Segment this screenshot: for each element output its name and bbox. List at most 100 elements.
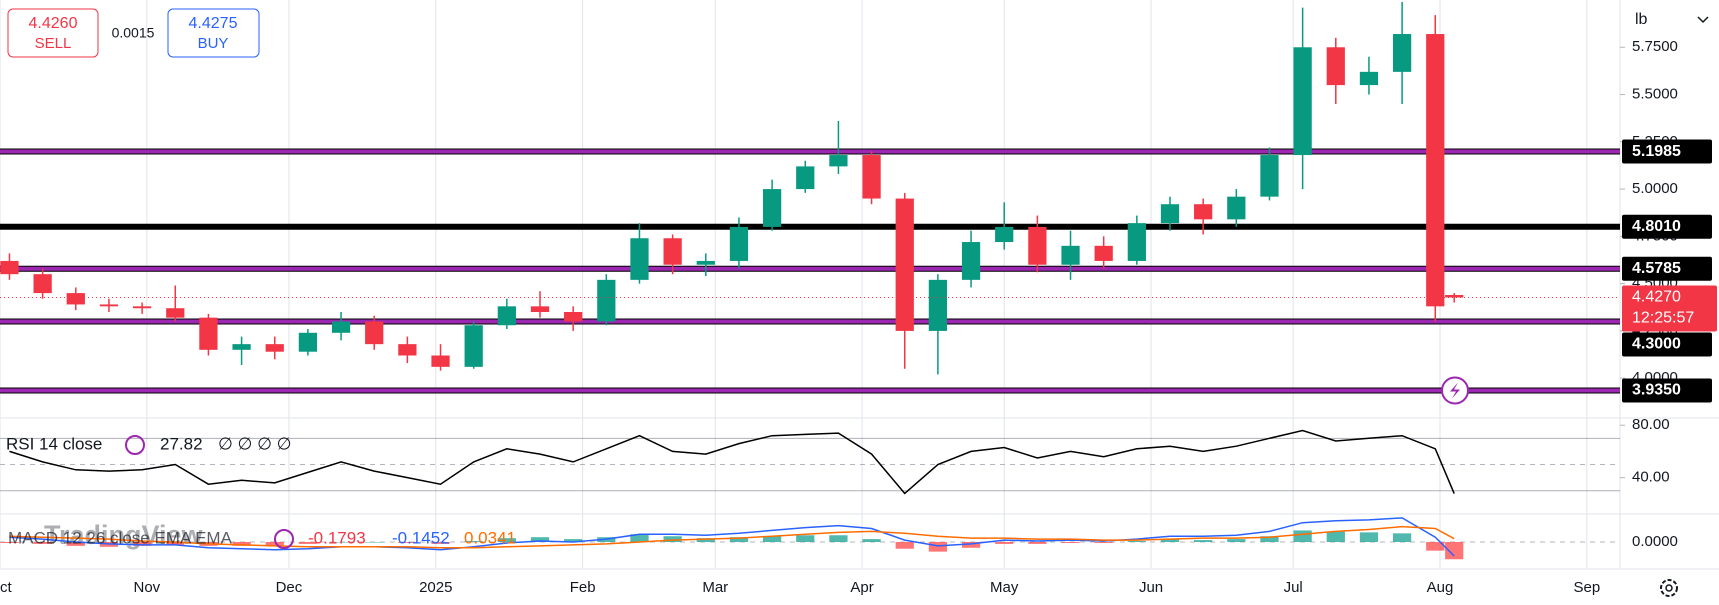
macd-histogram-bar xyxy=(33,542,52,544)
sell-label[interactable]: SELL xyxy=(35,35,72,52)
macd-histogram-bar xyxy=(829,535,848,542)
candle-body xyxy=(663,238,682,265)
legend-icon[interactable] xyxy=(125,435,145,455)
candle-body xyxy=(1392,34,1412,72)
x-tick-label: Jul xyxy=(1284,579,1303,596)
candle-body xyxy=(1260,155,1279,197)
settings-icon[interactable] xyxy=(1660,579,1678,597)
buy-price[interactable]: 4.4275 xyxy=(189,15,238,32)
level-label-box xyxy=(1622,256,1712,281)
alert-icon-bolt xyxy=(1450,382,1460,399)
macd-histogram-bar xyxy=(1392,533,1412,542)
level-label: 4.3000 xyxy=(1632,336,1681,353)
macd-histogram-bar xyxy=(663,536,682,542)
candle-body xyxy=(597,279,616,322)
candle-body xyxy=(331,321,351,333)
level-label: 4.8010 xyxy=(1632,218,1681,235)
legend-icon[interactable] xyxy=(274,529,294,549)
macd-histogram-bar xyxy=(1260,536,1279,542)
x-tick-label: Aug xyxy=(1427,579,1454,596)
macd-histogram-bar xyxy=(132,542,152,546)
candle-body xyxy=(1094,245,1113,261)
macd-histogram-bar xyxy=(630,534,649,542)
candle-body xyxy=(961,242,981,280)
unit-chevron xyxy=(1697,16,1709,24)
candle-body xyxy=(895,198,914,331)
candle-body xyxy=(762,189,782,227)
countdown-label: 12:25:57 xyxy=(1632,310,1694,327)
candle-body xyxy=(1194,204,1213,220)
candle-body xyxy=(696,260,715,265)
macd-histogram-bar xyxy=(895,542,914,549)
candle-body xyxy=(132,306,152,309)
macd-histogram-bar xyxy=(928,542,948,552)
macd-histogram-bar xyxy=(66,542,85,546)
macd-histogram-bar xyxy=(995,542,1014,544)
x-tick-label: Jun xyxy=(1139,579,1163,596)
sell-button[interactable] xyxy=(7,8,99,58)
macd-histogram-bar xyxy=(1445,542,1464,560)
candle-body xyxy=(464,325,483,367)
candle-body xyxy=(829,155,848,167)
macd-histogram-bar xyxy=(1061,542,1080,543)
buy-label[interactable]: BUY xyxy=(198,35,229,52)
buy-button[interactable] xyxy=(167,8,260,58)
y-tick-label: 40.00 xyxy=(1632,469,1670,486)
rsi-legend-name: RSI 14 close xyxy=(6,434,102,453)
y-tick-label: 0.0000 xyxy=(1632,533,1678,550)
rsi-legend-extra: ∅ ∅ ∅ ∅ xyxy=(218,434,291,453)
candle-body xyxy=(1160,204,1180,224)
level-label: 4.5785 xyxy=(1632,260,1681,277)
macd-histogram-bar xyxy=(762,536,782,542)
last-price-box xyxy=(1622,285,1717,332)
level-label-box xyxy=(1622,378,1712,403)
macd-legend-name: MACD 12 26 close EMA EMA xyxy=(8,528,233,547)
macd-histogram-bar xyxy=(862,539,881,542)
candle-body xyxy=(1127,223,1146,261)
macd-histogram-bar xyxy=(1094,542,1113,543)
candle-body xyxy=(1028,226,1047,265)
last-price-label: 4.4270 xyxy=(1632,289,1681,306)
macd-histogram-bar xyxy=(497,538,516,542)
macd-histogram-bar xyxy=(232,542,251,546)
unit-label[interactable]: lb xyxy=(1635,11,1648,28)
candle-body xyxy=(862,155,881,199)
candle-body xyxy=(630,238,649,280)
x-tick-label: 2025 xyxy=(419,579,452,596)
candle-body xyxy=(265,344,284,352)
candle-body xyxy=(199,317,218,350)
candle-body xyxy=(530,306,550,312)
x-tick-label: Oct xyxy=(0,579,12,596)
macd-histogram-bar xyxy=(564,539,583,542)
level-label-box xyxy=(1622,332,1712,357)
x-tick-label: Feb xyxy=(570,579,596,596)
macd-histogram-bar xyxy=(298,542,318,544)
candle-body xyxy=(497,306,516,326)
y-tick-label: 80.00 xyxy=(1632,416,1670,433)
candle-body xyxy=(0,260,19,275)
macd-legend-value: -0.1793 xyxy=(308,528,366,547)
macd-histogram-bar xyxy=(398,542,417,543)
candle-body xyxy=(995,226,1014,243)
candle-body xyxy=(232,344,251,350)
candle-body xyxy=(1326,47,1345,86)
macd-histogram-bar xyxy=(530,537,550,542)
macd-histogram-bar xyxy=(1160,539,1180,542)
candle-body xyxy=(928,279,948,331)
macd-histogram-bar xyxy=(1326,531,1345,542)
sell-price[interactable]: 4.4260 xyxy=(29,15,78,32)
candle-body xyxy=(729,226,749,261)
candle-body xyxy=(564,312,583,322)
level-label: 3.9350 xyxy=(1632,382,1681,399)
macd-legend-value: -0.1452 xyxy=(392,528,450,547)
macd-histogram-bar xyxy=(431,542,450,544)
macd-histogram-bar xyxy=(1194,540,1213,542)
macd-histogram-bar xyxy=(696,538,715,542)
settings-icon-center xyxy=(1665,584,1673,592)
candle-body xyxy=(398,344,417,356)
level-label-box xyxy=(1622,139,1712,164)
signal-line xyxy=(9,525,1455,549)
candle-body xyxy=(796,166,815,190)
candle-body xyxy=(365,321,384,345)
